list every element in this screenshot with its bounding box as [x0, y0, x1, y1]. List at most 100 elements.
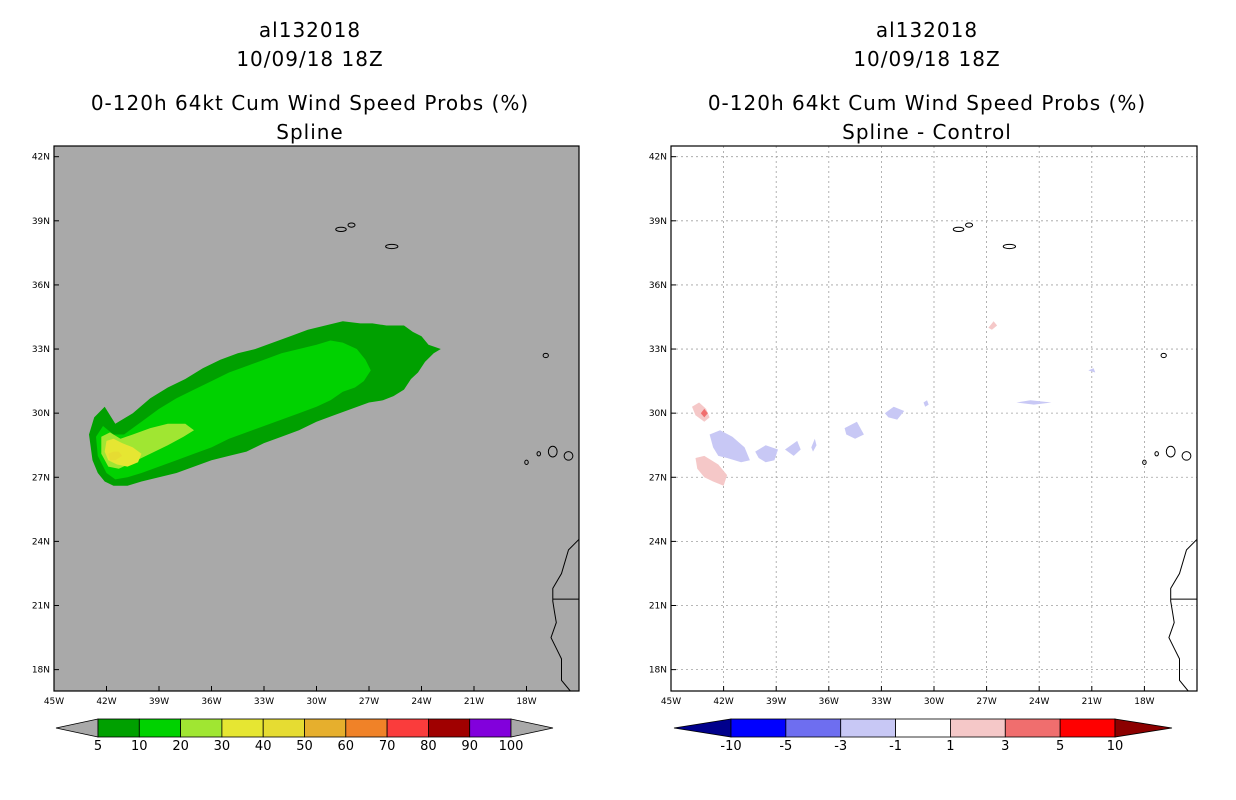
colorbar-level-label: -5 — [779, 739, 792, 754]
island-azores — [952, 226, 965, 232]
colorbar-level-label: 20 — [172, 739, 189, 754]
x-tick-label: 45W — [44, 697, 64, 707]
colorbar-swatch — [730, 718, 787, 738]
colorbar-level-label: 5 — [94, 739, 102, 754]
contour-40-50- — [108, 451, 123, 461]
island-canary-islands — [590, 441, 601, 454]
y-tick-label: 33N — [32, 345, 50, 355]
colorbar-swatch — [895, 718, 951, 738]
right-title-storm: al132018 — [876, 18, 978, 42]
colorbar-swatch — [180, 718, 223, 738]
right-map-panel: 45W 42W 39W 36W 33W 30W 27W 24W 21W 18W 42N 39N 36N 3… — [649, 145, 1219, 707]
colorbar-level-label: -1 — [889, 739, 902, 754]
left-titles: al132018 10/09/18 18Z 0-120h 64kt Cum Wi… — [91, 18, 529, 144]
colorbar-level-label: -10 — [720, 739, 741, 754]
colorbar-level-label: 70 — [379, 739, 396, 754]
right-title-date: 10/09/18 18Z — [853, 47, 1000, 71]
right-title-method: Spline - Control — [842, 120, 1012, 144]
contour--1-to-3 — [709, 430, 750, 463]
y-tick-label: 36N — [649, 281, 667, 291]
left-colorbar: 5 10 20 30 40 50 60 70 80 90 100 — [55, 718, 554, 754]
colorbar-high-arrow — [510, 718, 554, 738]
y-tick-label: 24N — [649, 537, 667, 547]
y-tick-label: 24N — [32, 537, 50, 547]
y-tick-label: 30N — [32, 409, 50, 419]
colorbar-level-label: 10 — [1107, 739, 1124, 754]
y-tick-label: 39N — [649, 217, 667, 227]
contour--1-to-3 — [1016, 400, 1052, 405]
colorbar-low-arrow — [55, 718, 99, 738]
y-tick-label: 42N — [649, 153, 667, 163]
x-tick-label: 39W — [766, 697, 786, 707]
left-title-product: 0-120h 64kt Cum Wind Speed Probs (%) — [91, 91, 529, 115]
island-azores — [335, 226, 347, 232]
colorbar-swatch — [138, 718, 182, 738]
contour--1-to-3 — [692, 402, 710, 422]
colorbar-swatch — [469, 718, 512, 738]
contour--3-to-5 — [700, 408, 708, 418]
x-tick-label: 21W — [1082, 697, 1102, 707]
left-title-method: Spline — [276, 120, 343, 144]
colorbar-swatch — [262, 718, 305, 738]
island-azores — [1002, 243, 1017, 250]
y-tick-label: 21N — [649, 602, 667, 612]
y-tick-label: 42N — [32, 153, 50, 163]
colorbar-swatch — [427, 718, 471, 738]
contour--1-to-3 — [884, 406, 905, 420]
colorbar-swatch — [785, 718, 842, 738]
x-tick-label: 30W — [306, 697, 326, 707]
y-tick-label: 33N — [649, 345, 667, 355]
island-canary-islands — [1181, 451, 1192, 461]
colorbar-level-label: 10 — [131, 739, 148, 754]
left-map-panel: 45W 42W 39W 36W 33W 30W 27W 24W 21W 18W 42N 39N 36N 3… — [32, 145, 601, 707]
x-tick-label: 24W — [1029, 697, 1049, 707]
island-canary-islands — [1165, 445, 1176, 458]
colorbar-level-label: 50 — [296, 739, 313, 754]
map-content — [671, 146, 1219, 691]
island-madeira — [1160, 352, 1167, 359]
right-title-product: 0-120h 64kt Cum Wind Speed Probs (%) — [708, 91, 1146, 115]
x-tick-label: 33W — [871, 697, 891, 707]
y-tick-label: 39N — [32, 217, 50, 227]
colorbar-swatch — [1059, 718, 1116, 738]
y-tick-label: 21N — [32, 602, 50, 612]
x-tick-label: 36W — [819, 697, 839, 707]
map-content — [89, 222, 601, 691]
colorbar-low-arrow — [673, 718, 732, 738]
colorbar-level-label: 60 — [338, 739, 355, 754]
island-canary-islands — [563, 451, 574, 461]
island-canary-islands — [547, 445, 558, 458]
y-tick-label: 18N — [32, 666, 50, 676]
contour--1-to-3 — [988, 321, 998, 330]
x-tick-label: 24W — [411, 697, 431, 707]
x-tick-label: 18W — [516, 697, 536, 707]
x-tick-label: 36W — [201, 697, 221, 707]
x-tick-label: 42W — [96, 697, 116, 707]
colorbar-swatch — [840, 718, 896, 738]
x-tick-label: 45W — [661, 697, 681, 707]
left-title-date: 10/09/18 18Z — [236, 47, 383, 71]
colorbar-swatch — [221, 718, 264, 738]
colorbar-high-arrow — [1114, 718, 1173, 738]
contour--1-to-3 — [755, 445, 778, 463]
x-tick-label: 21W — [464, 697, 484, 707]
x-tick-label: 27W — [976, 697, 996, 707]
island-azores — [965, 222, 974, 228]
colorbar-level-label: 90 — [461, 739, 478, 754]
colorbar-level-label: 100 — [499, 739, 524, 754]
island-madeira — [542, 352, 549, 359]
x-tick-label: 42W — [713, 697, 733, 707]
colorbar-level-label: -3 — [834, 739, 847, 754]
x-tick-label: 27W — [359, 697, 379, 707]
colorbar-level-label: 80 — [420, 739, 437, 754]
right-titles: al132018 10/09/18 18Z 0-120h 64kt Cum Wi… — [708, 18, 1146, 144]
y-tick-label: 27N — [649, 473, 667, 483]
x-tick-label: 39W — [149, 697, 169, 707]
africa-coastline — [1168, 538, 1197, 691]
colorbar-level-label: 30 — [214, 739, 231, 754]
colorbar-level-label: 1 — [946, 739, 954, 754]
colorbar-level-label: 3 — [1001, 739, 1009, 754]
africa-coastline — [550, 538, 579, 691]
island-canary-islands — [1208, 441, 1219, 454]
